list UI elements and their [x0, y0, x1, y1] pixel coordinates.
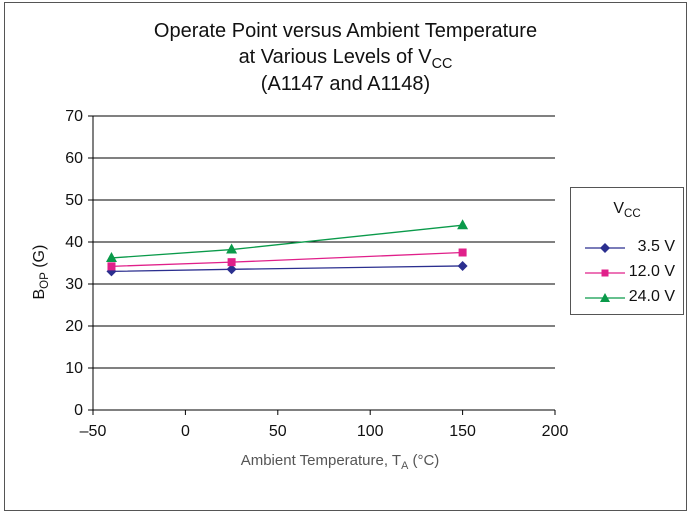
series-2-point-1 [226, 243, 238, 254]
x-tick-label-4: 150 [449, 423, 476, 440]
series-0-point-2 [457, 260, 468, 271]
x-tick-label-2: 50 [269, 423, 287, 440]
legend-marker-3-5v [585, 243, 625, 253]
title-vcc-main: at Various Levels of V [238, 46, 432, 68]
x-axis-label: Ambient Temperature, TA (°C) [140, 452, 540, 472]
legend-entry-24v: 24.0 V [571, 288, 683, 308]
y-tick-label-60: 60 [65, 150, 83, 167]
legend-title: VCC [571, 200, 683, 220]
x-axis-label-unit: (°C) [408, 452, 440, 469]
y-tick-label-30: 30 [65, 276, 83, 293]
x-axis-label-sub: A [401, 460, 409, 472]
chart-frame [4, 2, 687, 511]
chart-title-line-2: at Various Levels of VCC [0, 46, 691, 72]
legend-label-3-5v: 3.5 V [637, 238, 675, 255]
y-tick-label-50: 50 [65, 192, 83, 209]
series-line-0 [111, 265, 463, 273]
legend-label-24v: 24.0 V [628, 288, 675, 305]
legend-entry-12v: 12.0 V [571, 263, 683, 283]
legend-label-12v: 12.0 V [628, 263, 675, 280]
series-2-point-2 [457, 219, 469, 230]
y-axis-label-main: B [30, 288, 48, 300]
x-axis-label-main: Ambient Temperature, T [240, 452, 402, 469]
y-tick-label-70: 70 [65, 108, 83, 125]
chart-title-line-3: (A1147 and A1148) [260, 73, 431, 95]
y-tick-label-10: 10 [65, 360, 83, 377]
legend-marker-12v [585, 269, 625, 277]
legend-title-sub: CC [624, 208, 641, 221]
legend-title-main: V [613, 200, 625, 217]
series-1-point-0 [107, 262, 116, 271]
y-tick-label-20: 20 [65, 318, 83, 335]
y-axis-label-unit: (G) [30, 244, 48, 273]
series-1-point-2 [458, 248, 467, 257]
y-axis-label-sub: OP [39, 272, 52, 289]
series-0-point-1 [226, 264, 237, 275]
x-tick-label-1: 0 [181, 423, 190, 440]
y-tick-label-40: 40 [65, 234, 83, 251]
y-tick-label-0: 0 [74, 402, 83, 419]
x-tick-label-3: 100 [357, 423, 384, 440]
series-2-point-0 [105, 251, 117, 262]
x-tick-label-5: 200 [542, 423, 569, 440]
title-vcc-sub: CC [431, 56, 453, 72]
legend-marker-24v [585, 293, 625, 302]
y-axis-label: BOP (G) [31, 217, 51, 327]
legend-entry-3-5v: 3.5 V [571, 238, 683, 258]
x-tick-label-0: –50 [80, 423, 107, 440]
chart-title-line-1: Operate Point versus Ambient Temperature [153, 20, 538, 42]
series-1-point-1 [227, 258, 236, 267]
legend: VCC 3.5 V 12.0 V 24.0 V [570, 187, 684, 315]
